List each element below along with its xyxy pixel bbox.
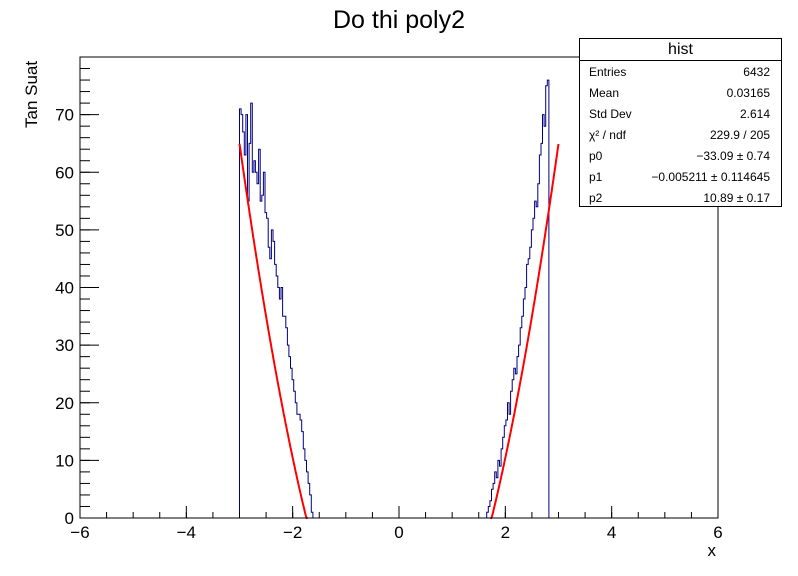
y-axis-label: Tan Suat <box>22 61 41 128</box>
stats-key: χ² / ndf <box>589 128 626 142</box>
stats-key: p1 <box>589 170 603 184</box>
fit-curves <box>238 143 560 519</box>
x-tick-label: 4 <box>607 523 616 542</box>
x-tick-label: 2 <box>501 523 510 542</box>
stats-value: 2.614 <box>739 107 770 121</box>
stats-key: p2 <box>589 191 603 205</box>
stats-value: 6432 <box>743 65 770 79</box>
stats-box: hist Entries 6432 Mean 0.03165 Std Dev 2… <box>579 38 782 207</box>
stats-row-entries: Entries 6432 <box>580 61 781 82</box>
y-tick-label: 70 <box>55 106 74 125</box>
y-tick-label: 60 <box>55 163 74 182</box>
y-tick-label: 30 <box>55 336 74 355</box>
stats-row-p2: p2 10.89 ± 0.17 <box>580 187 781 208</box>
stats-row-chi2: χ² / ndf 229.9 / 205 <box>580 124 781 145</box>
histogram <box>239 79 550 518</box>
stats-key: Std Dev <box>589 107 632 121</box>
fit-curve-right <box>490 143 560 519</box>
histogram-right-branch <box>486 79 550 518</box>
histogram-left-branch <box>239 102 314 518</box>
stats-key: p0 <box>589 149 603 163</box>
x-tick-label: 0 <box>394 523 403 542</box>
y-tick-label: 20 <box>55 394 74 413</box>
stats-row-p1: p1 −0.005211 ± 0.114645 <box>580 166 781 187</box>
x-tick-label: −4 <box>177 523 196 542</box>
y-tick-label: 0 <box>65 509 74 528</box>
x-tick-label: −2 <box>283 523 302 542</box>
stats-value: 0.03165 <box>726 86 770 100</box>
chart-title: Do thi poly2 <box>333 6 465 34</box>
stats-value: 10.89 ± 0.17 <box>703 191 770 205</box>
stats-key: Entries <box>589 65 627 79</box>
stats-title: hist <box>580 39 781 61</box>
stats-value: 229.9 / 205 <box>709 128 770 142</box>
stats-key: Mean <box>589 86 620 100</box>
y-tick-label: 50 <box>55 221 74 240</box>
fit-curve-left <box>238 143 308 519</box>
y-tick-label: 40 <box>55 279 74 298</box>
stats-value: −0.005211 ± 0.114645 <box>651 170 770 184</box>
stats-row-mean: Mean 0.03165 <box>580 82 781 103</box>
y-tick-label: 10 <box>55 451 74 470</box>
stats-row-p0: p0 −33.09 ± 0.74 <box>580 145 781 166</box>
stats-row-std-dev: Std Dev 2.614 <box>580 103 781 124</box>
stats-value: −33.09 ± 0.74 <box>696 149 770 163</box>
x-tick-label: 6 <box>713 523 722 542</box>
x-tick-label: −6 <box>70 523 89 542</box>
x-axis-label: x <box>708 541 717 560</box>
